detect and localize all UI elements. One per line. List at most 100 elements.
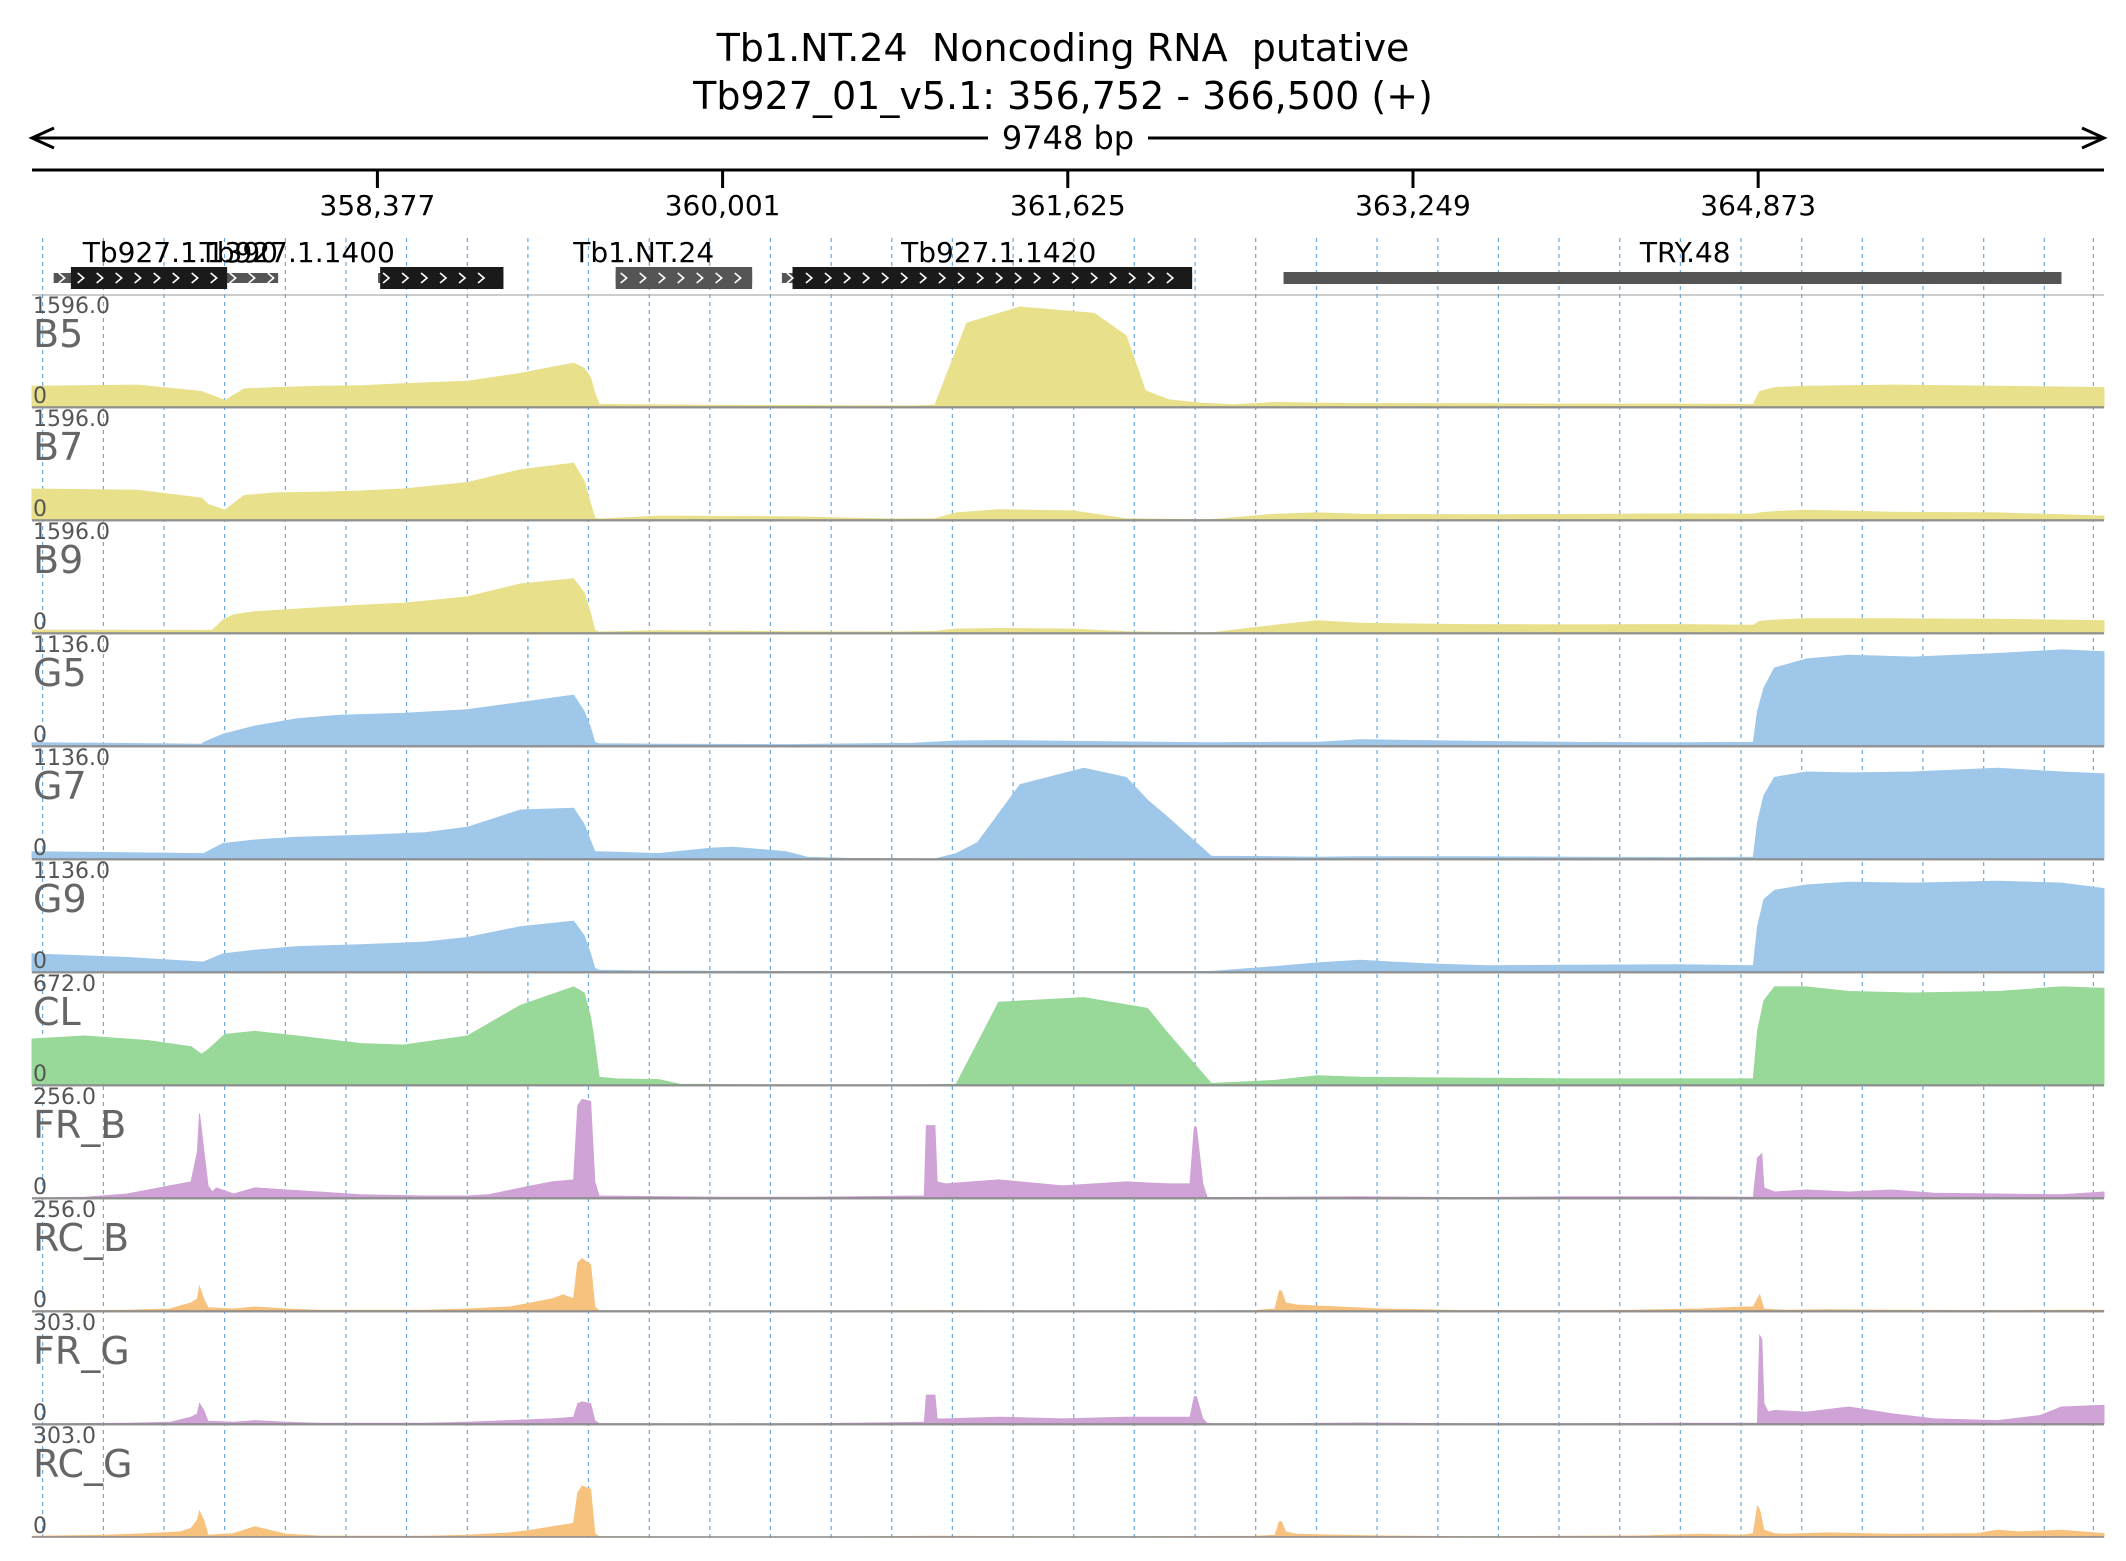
strand-chevron-icon: [1109, 272, 1118, 284]
track-max-label: 672.0: [33, 972, 96, 997]
strand-chevron-icon: [1147, 272, 1156, 284]
strand-chevron-icon: [862, 272, 871, 284]
track-max-label: 1596.0: [33, 520, 110, 545]
gene-cds: [70, 267, 228, 289]
strand-chevron-icon: [1166, 272, 1175, 284]
coverage-area: [31, 1333, 2105, 1425]
track-min-label: 0: [33, 1288, 47, 1313]
track-max-label: 256.0: [33, 1085, 96, 1110]
strand-chevron-icon: [919, 272, 928, 284]
strand-chevron-icon: [439, 272, 448, 284]
track-max-label: 1596.0: [33, 294, 110, 319]
strand-chevron-icon: [96, 272, 104, 284]
gene-cds: [380, 267, 504, 289]
strand-chevron-icon: [734, 272, 742, 284]
strand-chevron-icon: [957, 272, 966, 284]
coverage-area: [31, 649, 2105, 747]
track-name: G5: [33, 651, 87, 695]
ruler-tick-label: 361,625: [1010, 189, 1126, 222]
strand-chevron-icon: [191, 272, 199, 284]
coverage-area: [31, 578, 2105, 634]
strand-chevron-icon: [172, 272, 180, 284]
strand-chevron-icon: [382, 272, 391, 284]
strand-chevron-icon: [881, 272, 890, 284]
gene-label: Tb1.NT.24: [572, 236, 714, 269]
arrow-right-icon: [2081, 126, 2108, 150]
track-min-label: 0: [33, 1062, 47, 1087]
track-name: RC_B: [33, 1216, 129, 1260]
gene-label: TRY.48: [1639, 236, 1731, 269]
strand-chevron-icon: [77, 272, 85, 284]
coverage-area: [31, 767, 2105, 860]
strand-chevron-icon: [420, 272, 429, 284]
track-max-label: 256.0: [33, 1198, 96, 1223]
strand-chevron-icon: [1071, 272, 1080, 284]
coverage-area: [31, 1098, 2105, 1199]
strand-chevron-icon: [824, 272, 833, 284]
track-name: B9: [33, 538, 83, 582]
strand-chevron-icon: [229, 272, 237, 284]
track-max-label: 1136.0: [33, 633, 110, 658]
ruler-tick-label: 364,873: [1700, 189, 1816, 222]
track-name: CL: [33, 990, 81, 1034]
track-min-label: 0: [33, 384, 47, 409]
track-name: FR_G: [33, 1329, 130, 1373]
track-b5: 1596.0B5 0: [31, 294, 2105, 409]
strand-chevron-icon: [458, 272, 467, 284]
strand-chevron-icon: [843, 272, 852, 284]
arrow-left-icon: [28, 126, 55, 150]
track-fr-g: 303.0FR_G 0: [31, 1311, 2105, 1426]
strand-chevron-icon: [134, 272, 142, 284]
strand-chevron-icon: [1033, 272, 1042, 284]
coverage-area: [31, 880, 2105, 973]
ruler-tick-label: 363,249: [1355, 189, 1471, 222]
span-length-label: 9748 bp: [1002, 119, 1134, 157]
strand-chevron-icon: [976, 272, 985, 284]
strand-chevron-icon: [401, 272, 410, 284]
track-max-label: 1136.0: [33, 746, 110, 771]
strand-chevron-icon: [1014, 272, 1023, 284]
coverage-area: [31, 986, 2105, 1086]
strand-chevron-icon: [677, 272, 685, 284]
span-label-bg: [988, 118, 1148, 158]
strand-chevron-icon: [995, 272, 1004, 284]
track-min-label: 0: [33, 723, 47, 748]
strand-chevron-icon: [477, 272, 486, 284]
track-rc-g: 303.0RC_G 0: [31, 1424, 2105, 1539]
feature-title: Tb1.NT.24 Noncoding RNA putative: [716, 26, 1410, 70]
strand-chevron-icon: [715, 272, 723, 284]
track-max-label: 1596.0: [33, 407, 110, 432]
track-min-label: 0: [33, 1514, 47, 1539]
coverage-area: [31, 1258, 2105, 1312]
track-b7: 1596.0B7 0: [31, 407, 2105, 522]
ruler: 9748 bp 358,377 360,001 361,625 363,249 364,8…: [28, 118, 2108, 222]
coverage-tracks: 1596.0B501596.0B701596.0B901136.0G501136…: [31, 294, 2105, 1539]
strand-chevron-icon: [267, 272, 275, 284]
track-g7: 1136.0G7 0: [31, 746, 2105, 861]
strand-chevron-icon: [153, 272, 161, 284]
strand-chevron-icon: [805, 272, 814, 284]
track-min-label: 0: [33, 949, 47, 974]
track-min-label: 0: [33, 497, 47, 522]
track-name: B7: [33, 425, 83, 469]
track-name: RC_G: [33, 1442, 133, 1486]
gene-label: Tb927.1.1420: [900, 236, 1096, 269]
gene-label: Tb927.1.1400: [199, 236, 395, 269]
strand-chevron-icon: [58, 272, 66, 284]
strand-chevron-icon: [900, 272, 909, 284]
strand-chevron-icon: [1128, 272, 1137, 284]
strand-chevron-icon: [786, 272, 795, 284]
strand-chevron-icon: [639, 272, 647, 284]
strand-chevron-icon: [1052, 272, 1061, 284]
track-max-label: 303.0: [33, 1311, 96, 1336]
strand-chevron-icon: [658, 272, 666, 284]
strand-chevron-icon: [696, 272, 704, 284]
gene-cds: [792, 267, 1193, 289]
track-min-label: 0: [33, 836, 47, 861]
coverage-area: [31, 462, 2105, 521]
track-name: G7: [33, 764, 87, 808]
track-min-label: 0: [33, 1401, 47, 1426]
track-b9: 1596.0B9 0: [31, 520, 2105, 635]
